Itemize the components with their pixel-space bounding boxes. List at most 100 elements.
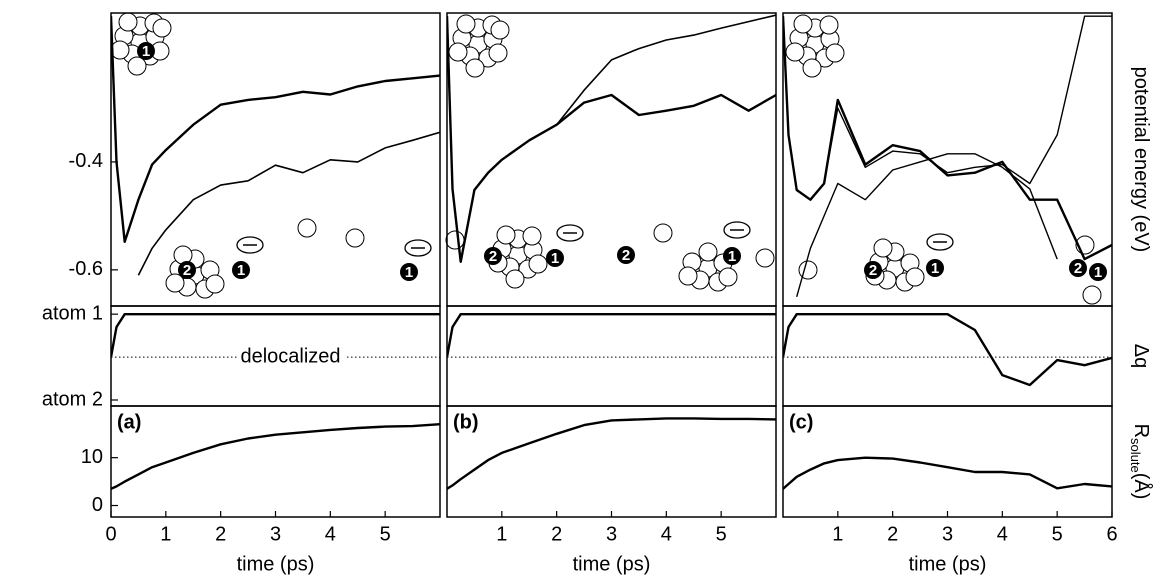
data-line: [783, 456, 1112, 490]
x-tick-label: 4: [661, 523, 672, 545]
atom: [718, 267, 738, 287]
x-tick-label: 5: [380, 523, 391, 545]
x-tick-label: 2: [887, 523, 898, 545]
x-tick-label: 5: [1052, 523, 1063, 545]
atom: [785, 42, 805, 62]
x-axis-label: time (ps): [909, 553, 987, 575]
y-axis-label-main: R: [1130, 424, 1152, 438]
atom: [496, 225, 516, 245]
atom: [345, 228, 365, 248]
atom-number: 2: [622, 247, 630, 264]
atom: [1082, 285, 1102, 305]
y-tick-label: -0.4: [69, 150, 103, 172]
y-axis-label: Rsolute(Å): [1128, 424, 1153, 500]
y-tick-label: 10: [81, 446, 103, 468]
atom: [505, 269, 525, 289]
atom-number: 1: [728, 248, 736, 265]
data-line: [111, 423, 440, 490]
y-axis-label: Δq: [1130, 344, 1152, 368]
annotation: delocalized: [240, 345, 340, 367]
solute-atom: [178, 261, 196, 279]
y-axis-label-sub: solute: [1128, 438, 1143, 473]
atom: [522, 226, 542, 246]
y-tick-label: atom 1: [42, 302, 103, 324]
x-tick-label: 4: [997, 523, 1008, 545]
panel-frame: [446, 405, 777, 518]
data-line: [447, 417, 776, 490]
panel-label: (b): [453, 411, 479, 433]
atom: [653, 223, 673, 243]
atom: [165, 273, 185, 293]
atom-number: 1: [237, 262, 245, 279]
solute-atom: [484, 247, 502, 265]
solute-atom: [232, 261, 250, 279]
atom: [905, 267, 925, 287]
atom: [825, 43, 845, 63]
data-line: [783, 15, 1112, 201]
atom: [490, 20, 510, 40]
atom: [802, 58, 822, 78]
x-tick-label: 3: [942, 523, 953, 545]
atom: [445, 230, 465, 250]
solute-atom: [617, 246, 635, 264]
x-tick-label: 4: [325, 523, 336, 545]
atom-number: 2: [489, 248, 497, 265]
data-line: [447, 16, 776, 263]
x-tick-label: 1: [496, 523, 507, 545]
solute-atom: [137, 42, 155, 60]
x-tick-label: 6: [1106, 523, 1117, 545]
solute-atom: [926, 259, 944, 277]
cluster-inset: 2 1 2 1: [445, 14, 775, 292]
atom: [448, 42, 468, 62]
atom: [755, 248, 775, 268]
atom-number: 1: [1094, 264, 1102, 281]
atom-number: 1: [931, 260, 939, 277]
x-tick-label: 1: [832, 523, 843, 545]
x-tick-label: 2: [215, 523, 226, 545]
atom: [127, 56, 147, 76]
solute-atom: [1089, 263, 1107, 281]
data-line: [137, 131, 440, 276]
y-axis-label-unit: (Å): [1130, 473, 1153, 500]
atom: [793, 14, 813, 34]
data-line: [447, 313, 776, 358]
atom-number: 2: [183, 262, 191, 279]
panel-frame: [110, 405, 441, 518]
x-tick-label: 1: [160, 523, 171, 545]
atom: [297, 218, 317, 238]
data-line: [111, 313, 440, 358]
x-tick-label: 5: [716, 523, 727, 545]
annotation-bg: [236, 345, 345, 368]
x-axis-label: time (ps): [573, 553, 651, 575]
atom: [118, 12, 138, 32]
panel-label: (c): [789, 411, 813, 433]
panel-label: (a): [117, 411, 141, 433]
x-tick-label: 3: [606, 523, 617, 545]
data-line: [111, 16, 440, 243]
atom: [465, 58, 485, 78]
y-axis-label-main: Δq: [1130, 344, 1152, 368]
solute-atom: [546, 249, 564, 267]
atom: [698, 242, 718, 262]
x-tick-label: 2: [551, 523, 562, 545]
data-line: [796, 153, 1058, 297]
solute-atom: [864, 261, 882, 279]
x-tick-label: 3: [270, 523, 281, 545]
atom: [873, 238, 893, 258]
atom: [819, 15, 839, 35]
atom: [798, 260, 818, 280]
x-axis-label: time (ps): [237, 553, 315, 575]
cluster-inset: 1 2 1 1: [110, 12, 432, 299]
atom: [488, 43, 508, 63]
atom-number: 1: [551, 250, 559, 267]
atom-number: 2: [869, 262, 877, 279]
y-tick-label: 0: [92, 494, 103, 516]
atom-number: 1: [405, 264, 413, 281]
atom-number: 1: [142, 43, 150, 60]
y-tick-label: atom 2: [42, 388, 103, 410]
y-axis-label-main: potential energy (eV): [1130, 67, 1152, 253]
atom-number: 2: [1074, 260, 1082, 277]
y-axis-label: potential energy (eV): [1130, 67, 1152, 253]
data-line: [783, 313, 1112, 387]
